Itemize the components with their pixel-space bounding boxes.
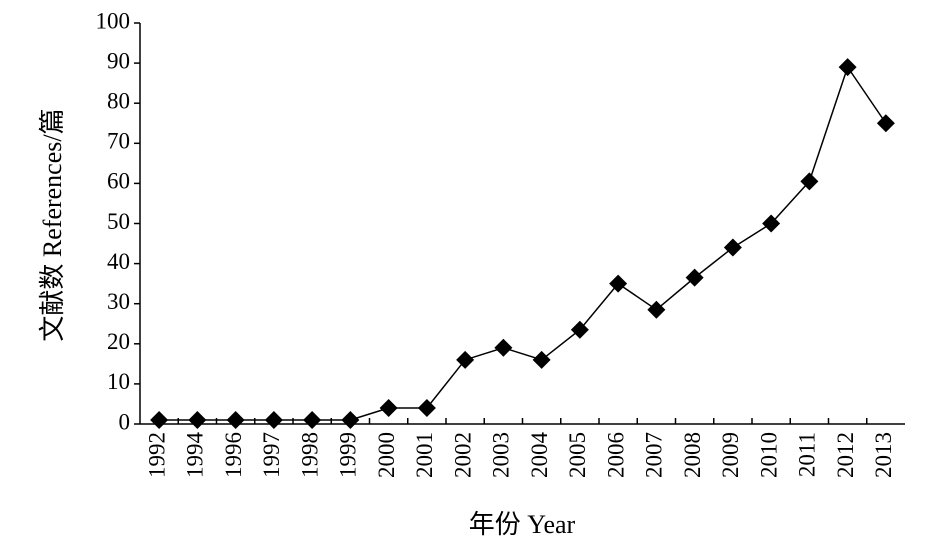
marker bbox=[800, 172, 819, 191]
y-tick-label: 40 bbox=[107, 249, 130, 274]
x-tick-label: 2009 bbox=[718, 432, 743, 478]
y-tick-label: 60 bbox=[107, 169, 130, 194]
x-tick-label: 1998 bbox=[297, 432, 322, 478]
x-tick-label: 2006 bbox=[603, 432, 628, 478]
marker bbox=[494, 338, 513, 357]
marker bbox=[417, 398, 436, 417]
marker bbox=[150, 410, 169, 429]
x-axis-label: 年份 Year bbox=[469, 510, 576, 539]
marker bbox=[838, 58, 857, 77]
marker bbox=[532, 350, 551, 369]
marker bbox=[303, 410, 322, 429]
line bbox=[159, 65, 887, 421]
marker bbox=[570, 320, 589, 339]
x-tick-label: 1996 bbox=[221, 432, 246, 478]
marker bbox=[456, 350, 475, 369]
x-tick-label: 2002 bbox=[450, 432, 475, 478]
marker bbox=[379, 398, 398, 417]
x-tick-label: 2005 bbox=[565, 432, 590, 478]
marker bbox=[341, 410, 360, 429]
y-tick-label: 100 bbox=[96, 8, 131, 33]
y-tick-label: 90 bbox=[107, 48, 130, 73]
y-tick-label: 80 bbox=[107, 88, 130, 113]
marker bbox=[685, 268, 704, 287]
y-tick-label: 20 bbox=[107, 329, 130, 354]
marker bbox=[762, 214, 781, 233]
marker bbox=[876, 114, 895, 133]
x-tick-label: 2000 bbox=[374, 432, 399, 478]
x-tick-label: 1992 bbox=[144, 432, 169, 478]
marker bbox=[723, 238, 742, 257]
x-tick-label: 2011 bbox=[795, 432, 820, 477]
x-tick-label: 2008 bbox=[680, 432, 705, 478]
marker bbox=[188, 410, 207, 429]
x-tick-label: 1994 bbox=[183, 432, 208, 479]
x-tick-label: 1999 bbox=[336, 432, 361, 478]
y-tick-label: 70 bbox=[107, 129, 130, 154]
x-tick-label: 2003 bbox=[489, 432, 514, 478]
x-tick-label: 2012 bbox=[833, 432, 858, 478]
marker bbox=[647, 300, 666, 319]
x-tick-label: 2001 bbox=[412, 432, 437, 478]
y-tick-label: 0 bbox=[119, 409, 131, 434]
x-tick-label: 2013 bbox=[871, 432, 896, 478]
marker bbox=[264, 410, 283, 429]
y-axis-label: 文献数 References/篇 bbox=[38, 108, 67, 341]
y-tick-label: 10 bbox=[107, 369, 130, 394]
x-tick-label: 2004 bbox=[527, 432, 552, 479]
x-tick-label: 2007 bbox=[642, 432, 667, 478]
x-tick-label: 1997 bbox=[259, 432, 284, 478]
marker bbox=[226, 410, 245, 429]
y-tick-label: 50 bbox=[107, 209, 130, 234]
y-tick-label: 30 bbox=[107, 289, 130, 314]
marker bbox=[609, 274, 628, 293]
x-tick-label: 2010 bbox=[756, 432, 781, 478]
